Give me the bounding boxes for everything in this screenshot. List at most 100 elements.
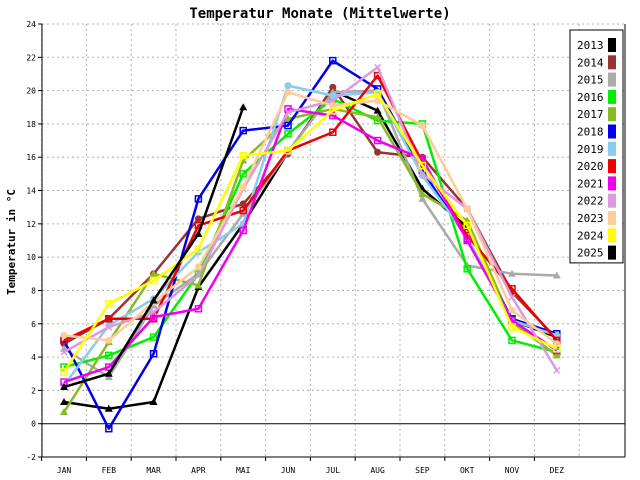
legend-swatch-2024 <box>608 228 616 243</box>
x-tick-label: DEZ <box>550 466 565 475</box>
y-axis-label: Temperatur in °C <box>5 189 18 295</box>
data-point-2013 <box>373 106 382 114</box>
y-tick-label: 14 <box>26 187 36 196</box>
legend-label-2022: 2022 <box>577 195 604 208</box>
data-point-2022 <box>418 170 426 178</box>
legend-swatch-2016 <box>608 89 616 104</box>
data-point-2024 <box>60 368 68 376</box>
data-point-2016 <box>508 336 516 345</box>
legend-label-2016: 2016 <box>577 91 604 104</box>
data-point-2024 <box>329 106 337 115</box>
legend-label-2024: 2024 <box>577 229 604 242</box>
data-point-2018 <box>284 121 292 130</box>
series-line-2019 <box>62 84 558 387</box>
legend-label-2021: 2021 <box>577 177 604 190</box>
x-tick-label: JAN <box>57 466 72 475</box>
data-point-2014 <box>329 83 337 91</box>
data-point-2019 <box>284 82 292 90</box>
chart-title: Temperatur Monate (Mittelwerte) <box>189 6 450 22</box>
legend-swatch-2015 <box>608 72 616 87</box>
data-point-2021 <box>149 313 158 321</box>
data-point-2024 <box>149 276 158 285</box>
data-point-2022 <box>284 108 292 116</box>
data-point-2014 <box>194 215 202 223</box>
y-tick-label: 20 <box>26 87 36 96</box>
legend-swatch-2023 <box>608 211 616 225</box>
data-point-2014 <box>374 148 382 156</box>
legend-swatch-2018 <box>608 124 616 139</box>
data-point-2025 <box>239 103 248 111</box>
data-point-2025 <box>149 296 158 304</box>
series-2025 <box>60 103 248 391</box>
data-point-2021 <box>239 226 247 235</box>
y-tick-label: 18 <box>26 120 36 129</box>
data-point-2018 <box>239 126 247 135</box>
y-tick-label: 10 <box>26 253 36 262</box>
legend-label-2014: 2014 <box>577 56 604 69</box>
x-tick-label: JUN <box>281 466 296 475</box>
series-line-2015 <box>63 89 557 379</box>
data-point-2020 <box>105 315 113 323</box>
data-point-2023 <box>105 336 113 344</box>
series-2024 <box>60 90 561 376</box>
data-point-2016 <box>239 170 247 178</box>
legend-swatch-2014 <box>608 55 616 70</box>
data-point-2024 <box>508 323 516 331</box>
x-tick-label: NOV <box>505 466 520 475</box>
data-point-2013 <box>149 398 158 406</box>
legend-swatch-2019 <box>608 141 616 156</box>
y-tick-label: -2 <box>26 453 36 462</box>
data-point-2022 <box>508 293 516 301</box>
data-point-2022 <box>105 323 113 331</box>
legend-swatch-2025 <box>608 245 616 260</box>
legend-label-2023: 2023 <box>577 212 604 225</box>
data-point-2022 <box>553 366 561 374</box>
data-point-2021 <box>329 111 337 120</box>
x-tick-label: FEB <box>102 466 117 475</box>
legend-swatch-2022 <box>608 193 616 208</box>
y-tick-label: 2 <box>31 386 36 395</box>
data-point-2015 <box>508 269 516 277</box>
data-point-2021 <box>463 236 471 245</box>
data-point-2023 <box>284 88 292 96</box>
data-point-2016 <box>463 265 471 273</box>
series-line-2021 <box>63 107 558 384</box>
data-point-2021 <box>194 305 203 313</box>
data-point-2017 <box>552 351 561 359</box>
data-point-2016 <box>149 333 158 341</box>
data-point-2024 <box>418 161 427 170</box>
x-tick-label: AUG <box>370 466 385 475</box>
data-point-2017 <box>194 281 203 289</box>
legend-label-2020: 2020 <box>577 160 604 173</box>
legend-swatch-2020 <box>608 159 616 174</box>
data-point-2020 <box>239 206 247 215</box>
data-point-2022 <box>150 308 158 316</box>
data-point-2018 <box>194 195 203 203</box>
legend-label-2013: 2013 <box>577 39 604 52</box>
data-point-2023 <box>239 183 247 191</box>
legend-swatch-2013 <box>608 38 616 52</box>
data-point-2024 <box>239 151 247 160</box>
series-line-2025 <box>63 106 245 389</box>
data-point-2017 <box>418 189 427 197</box>
series-layer <box>60 56 561 433</box>
data-point-2017 <box>373 113 382 121</box>
x-tick-label: JUL <box>326 466 341 475</box>
data-point-2017 <box>60 408 68 416</box>
data-point-2024 <box>105 300 113 308</box>
data-point-2023 <box>194 263 202 271</box>
x-tick-label: SEP <box>415 466 430 475</box>
legend-swatch-2017 <box>608 107 616 122</box>
data-point-2017 <box>284 114 292 122</box>
legend-label-2018: 2018 <box>577 126 604 139</box>
data-point-2023 <box>418 122 426 130</box>
data-point-2021 <box>373 136 382 145</box>
y-tick-label: 12 <box>26 220 36 229</box>
data-point-2025 <box>104 369 113 377</box>
data-point-2019 <box>329 92 337 100</box>
legend-swatch-2021 <box>608 176 616 191</box>
data-point-2016 <box>105 351 113 360</box>
data-point-2020 <box>329 128 337 136</box>
data-point-2015 <box>552 271 561 279</box>
